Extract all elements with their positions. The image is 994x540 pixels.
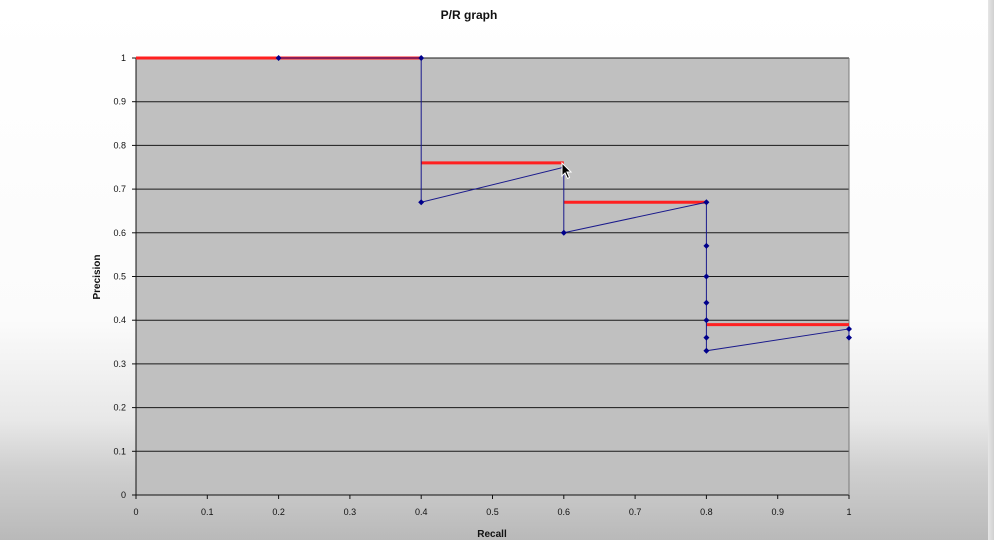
y-tick-label: 0.1 — [113, 446, 126, 456]
y-tick-label: 0.2 — [113, 403, 126, 413]
pr-point-marker — [703, 199, 710, 206]
y-tick-label: 0.8 — [113, 140, 126, 150]
x-tick-label: 0.3 — [344, 507, 357, 517]
y-axis-title: Precision — [92, 254, 103, 299]
pr-point-marker — [846, 325, 852, 332]
pr-point-marker — [275, 55, 282, 61]
pr-point-marker — [418, 199, 425, 206]
x-tick-label: 0.5 — [486, 507, 499, 517]
x-tick-label: 0.7 — [629, 507, 642, 517]
y-tick-label: 0.4 — [113, 315, 126, 325]
y-tick-label: 1 — [121, 53, 126, 63]
x-tick-label: 0.2 — [272, 507, 285, 517]
x-tick-label: 0.9 — [771, 507, 784, 517]
x-tick-label: 1 — [846, 507, 851, 517]
y-tick-label: 0.3 — [113, 359, 126, 369]
y-tick-label: 0.5 — [113, 272, 126, 282]
x-tick-label: 0.8 — [700, 507, 713, 517]
y-tick-label: 0.6 — [113, 228, 126, 238]
pr-point-marker — [418, 55, 425, 61]
y-tick-label: 0 — [121, 490, 126, 500]
chart-title: P/R graph — [441, 8, 498, 22]
pr-point-marker — [703, 334, 710, 341]
pr-point-marker — [703, 299, 710, 306]
x-axis-title: Recall — [477, 529, 507, 540]
pr-point-marker — [703, 242, 710, 249]
y-tick-label: 0.7 — [113, 184, 126, 194]
window-edge — [988, 0, 994, 540]
pr-point-marker — [703, 347, 710, 354]
pr-point-marker — [703, 273, 710, 280]
plot-area: 0 0.1 0.2 0.3 0.4 0.5 0.6 0.7 0.8 0.9 1 0 0.1 0.2 0.3 0… — [113, 53, 852, 517]
pr-point-marker — [703, 317, 710, 324]
x-tick-label: 0.1 — [201, 507, 214, 517]
pr-point-marker — [846, 334, 852, 341]
mouse-cursor-icon — [561, 162, 573, 180]
x-tick-label: 0.4 — [415, 507, 428, 517]
pr-point-marker — [560, 229, 567, 236]
x-tick-label: 0.6 — [558, 507, 571, 517]
y-tick-label: 0.9 — [113, 97, 126, 107]
x-tick-label: 0 — [133, 507, 138, 517]
